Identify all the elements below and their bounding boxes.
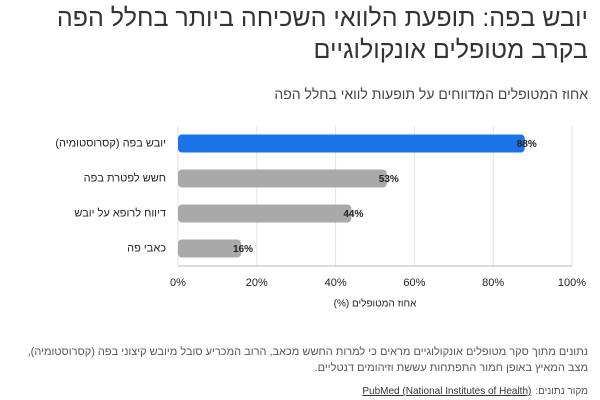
source-link[interactable]: PubMed (National Institutes of Health) [362,386,532,397]
chart-subtitle: אחוז המטופלים המדווחים על תופעות לוואי ב… [274,86,588,102]
value-label: 53% [379,174,399,185]
y-tick-label: דיווח לרופא על יובש [74,206,166,219]
bar [178,204,352,223]
x-tick-label: 60% [403,277,425,289]
x-tick-label: 20% [246,277,268,289]
x-tick-label: 0% [170,277,186,289]
value-label: 16% [233,244,253,255]
bar [178,134,525,153]
value-label: 44% [343,209,363,220]
source-label: מקור נתונים: [535,386,588,397]
bar [178,239,242,258]
value-label: 88% [517,139,537,150]
note: נתונים מתוך סקר מטופלים אונקולוגיים מראי… [27,346,588,374]
x-tick-label: 80% [482,277,504,289]
y-tick-label: יובש בפה (קסרוסטומיה) [55,137,166,149]
x-axis-label: אחוז המטופלים (%) [334,298,417,310]
bar [178,169,387,188]
y-tick-label: חשש לפטרת בפה [84,171,166,184]
x-tick-label: 100% [558,277,586,289]
chart-title: יובש בפה: תופעת הלוואי השכיחה ביותר בחלל… [56,4,588,64]
source: מקור נתונים:PubMed (National Institutes … [362,386,588,397]
y-tick-label: כאבי פה [127,242,166,254]
x-tick-label: 40% [325,277,347,289]
chart: 0% 20% 40% 60% 80% 100% אחוז המטופלים (%) יובש … [55,126,586,310]
